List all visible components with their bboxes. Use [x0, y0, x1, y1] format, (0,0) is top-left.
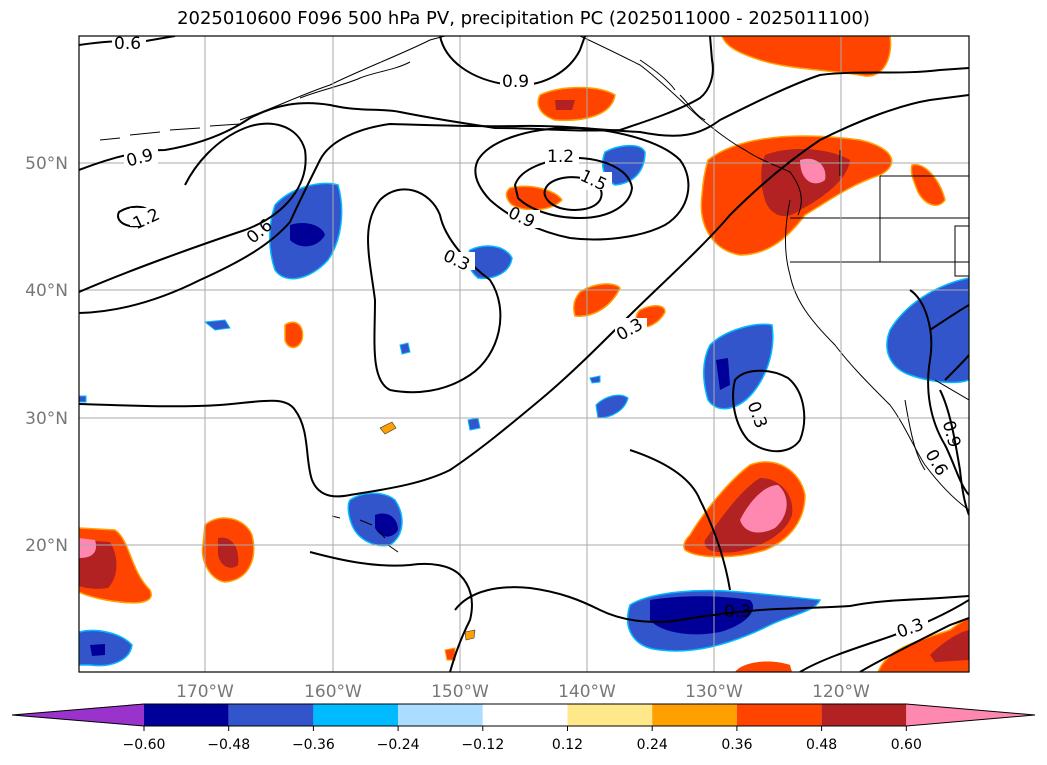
contour-label: 0.3	[724, 602, 751, 622]
colorbar-label: −0.48	[207, 737, 250, 753]
lat-label: 20°N	[25, 536, 68, 556]
longitude-labels: 170°W 160°W 150°W 140°W 130°W 120°W	[176, 682, 870, 702]
pv-contours	[79, 36, 969, 672]
lat-label: 30°N	[25, 409, 68, 429]
lon-label: 120°W	[812, 682, 870, 702]
lat-label: 50°N	[25, 154, 68, 174]
lon-label: 130°W	[685, 682, 743, 702]
colorbar: −0.60 −0.48 −0.36 −0.24 −0.12 0.12 0.24 …	[11, 703, 1036, 753]
colorbar-label: 0.24	[637, 737, 668, 753]
map-title: 2025010600 F096 500 hPa PV, precipitatio…	[177, 8, 870, 29]
gridlines	[79, 36, 969, 672]
contour-label: 0.9	[502, 72, 529, 92]
colorbar-extend-low	[12, 704, 144, 726]
colorbar-bin	[144, 704, 229, 726]
lon-label: 170°W	[176, 682, 234, 702]
colorbar-extend-high	[906, 704, 1035, 726]
colorbar-bin	[398, 704, 483, 726]
colorbar-bin	[652, 704, 737, 726]
colorbar-bin	[313, 704, 399, 726]
lon-label: 160°W	[304, 682, 362, 702]
lon-label: 140°W	[558, 682, 616, 702]
colorbar-label: 0.60	[891, 737, 922, 753]
colorbar-label: 0.48	[806, 737, 837, 753]
colorbar-label: 0.12	[552, 737, 583, 753]
colorbar-label: −0.12	[461, 737, 504, 753]
contour-label: 0.6	[114, 34, 141, 54]
colorbar-bin	[228, 704, 314, 726]
colorbar-bin	[567, 704, 653, 726]
colorbar-bin	[482, 704, 568, 726]
colorbar-label: −0.60	[123, 737, 166, 753]
colorbar-bin	[736, 704, 822, 726]
contour-label: 1.2	[547, 147, 574, 167]
colorbar-label: −0.36	[292, 737, 335, 753]
map-frame	[78, 35, 970, 673]
latitude-labels: 50°N 40°N 30°N 20°N	[25, 154, 68, 556]
precip-negative-anomalies	[79, 144, 969, 667]
lat-label: 40°N	[25, 281, 68, 301]
colorbar-bin	[821, 704, 907, 726]
colorbar-label: −0.24	[377, 737, 420, 753]
lon-label: 150°W	[431, 682, 489, 702]
colorbar-label: 0.36	[721, 737, 752, 753]
